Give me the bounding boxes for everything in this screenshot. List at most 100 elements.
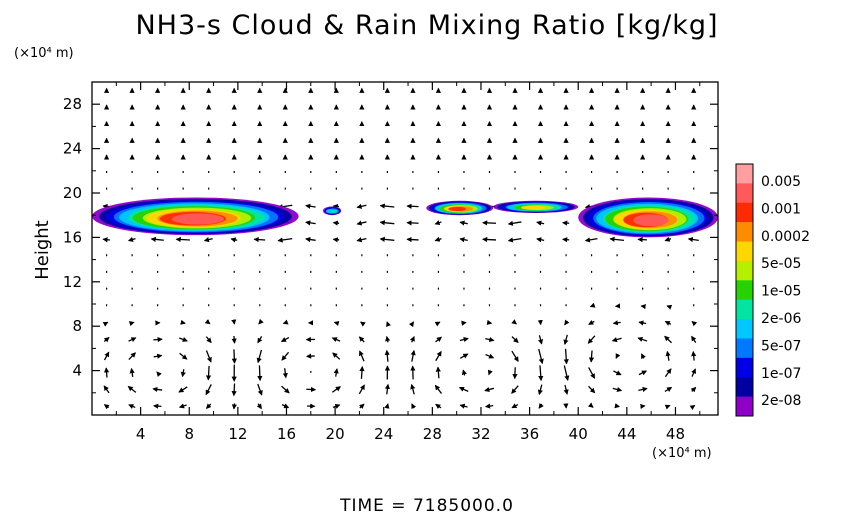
y-tick-label-16: 16 bbox=[63, 228, 82, 246]
wind-vector-261 bbox=[435, 403, 442, 409]
wind-vector-284 bbox=[459, 353, 469, 359]
wind-vector-402 bbox=[612, 386, 623, 393]
wind-vector-344 bbox=[538, 348, 544, 365]
y-axis-label: Height bbox=[32, 220, 53, 280]
wind-vector-262 bbox=[434, 384, 442, 394]
wind-vector-224 bbox=[384, 349, 390, 362]
colorbar-frame bbox=[735, 163, 754, 417]
wind-vector-205 bbox=[358, 336, 365, 343]
wind-vector-21 bbox=[128, 404, 136, 409]
wind-vector-265 bbox=[435, 336, 443, 343]
colorbar-swatch-5 bbox=[736, 241, 753, 262]
cloud-region-2-level-7 bbox=[331, 209, 338, 214]
wind-vector-471 bbox=[687, 236, 699, 243]
y-tick-label-28: 28 bbox=[63, 95, 82, 113]
wind-vector-443 bbox=[664, 368, 672, 378]
wind-vector-451 bbox=[664, 236, 672, 242]
wind-vector-142 bbox=[281, 385, 290, 394]
plot-frame bbox=[91, 81, 719, 416]
wind-vector-246 bbox=[408, 321, 415, 328]
colorbar-label-3: 0.0002 bbox=[761, 229, 810, 245]
wind-vector-65 bbox=[179, 337, 188, 342]
wind-vector-465 bbox=[691, 335, 697, 343]
cloud-region-5-level-1 bbox=[633, 214, 669, 227]
x-tick-label-44: 44 bbox=[617, 425, 636, 443]
wind-vector-343 bbox=[538, 365, 544, 382]
wind-vector-111 bbox=[230, 237, 238, 243]
wind-vector-321 bbox=[511, 403, 519, 409]
wind-vector-4 bbox=[103, 351, 110, 361]
wind-vector-406 bbox=[612, 320, 621, 326]
wind-vector-461 bbox=[689, 404, 696, 411]
y-tick-label-20: 20 bbox=[63, 184, 82, 202]
wind-vector-241 bbox=[411, 403, 417, 410]
wind-vector-145 bbox=[280, 336, 290, 343]
wind-vector-245 bbox=[409, 335, 415, 343]
wind-vector-341 bbox=[538, 403, 544, 409]
wind-vector-332 bbox=[507, 220, 522, 226]
wind-vector-193 bbox=[332, 203, 340, 210]
wind-vector-183 bbox=[333, 368, 339, 377]
wind-vector-71 bbox=[175, 236, 190, 243]
y-tick-label-12: 12 bbox=[63, 273, 82, 291]
wind-vector-81 bbox=[205, 403, 212, 409]
wind-vector-204 bbox=[359, 350, 365, 362]
wind-vector-263 bbox=[435, 366, 441, 379]
wind-vector-201 bbox=[358, 403, 365, 410]
colorbar-label-2: 0.001 bbox=[761, 201, 801, 217]
wind-vector-123 bbox=[257, 365, 263, 382]
wind-vector-126 bbox=[258, 318, 264, 325]
wind-vector-463 bbox=[691, 368, 696, 377]
wind-vector-43 bbox=[156, 371, 162, 377]
wind-vector-446 bbox=[664, 320, 672, 326]
colorbar-label-6: 2e-06 bbox=[761, 311, 801, 327]
wind-vector-281 bbox=[459, 403, 468, 409]
x-tick-label-40: 40 bbox=[569, 425, 588, 443]
wind-vector-221 bbox=[384, 403, 390, 409]
wind-vector-283 bbox=[461, 369, 467, 376]
wind-vector-91 bbox=[203, 237, 213, 243]
wind-vector-362 bbox=[563, 384, 569, 395]
wind-vector-192 bbox=[332, 220, 340, 226]
colorbar-swatch-7 bbox=[736, 280, 753, 300]
wind-vector-462 bbox=[690, 386, 697, 393]
wind-vector-325 bbox=[511, 336, 519, 344]
wind-vector-172 bbox=[305, 220, 316, 226]
wind-vector-326 bbox=[511, 319, 517, 325]
y-tick-label-8: 8 bbox=[72, 317, 82, 335]
wind-vector-124 bbox=[256, 349, 263, 364]
wind-vector-401 bbox=[614, 403, 621, 409]
wind-vector-26 bbox=[128, 321, 135, 327]
wind-vector-85 bbox=[205, 336, 212, 344]
wind-vector-86 bbox=[204, 319, 211, 325]
colorbar-swatch-3 bbox=[736, 202, 753, 223]
wind-vector-372 bbox=[562, 220, 570, 226]
wind-vector-266 bbox=[434, 321, 441, 327]
wind-vector-411 bbox=[609, 236, 625, 242]
wind-vector-211 bbox=[356, 237, 367, 243]
wind-vector-363 bbox=[563, 365, 570, 381]
wind-vector-403 bbox=[613, 370, 622, 376]
wind-vector-424 bbox=[641, 353, 646, 360]
colorbar-label-7: 5e-07 bbox=[761, 338, 801, 354]
wind-vector-244 bbox=[410, 349, 416, 362]
wind-vector-23 bbox=[129, 367, 135, 377]
wind-vector-251 bbox=[406, 236, 419, 243]
wind-vector-252 bbox=[406, 220, 419, 226]
cloud-region-4-level-4 bbox=[521, 205, 546, 210]
y-tick-label-4: 4 bbox=[72, 362, 82, 380]
wind-vector-212 bbox=[356, 220, 367, 226]
cloud-region-3-level-2 bbox=[448, 206, 466, 212]
wind-vector-426 bbox=[638, 320, 647, 326]
colorbar-label-1: 0.005 bbox=[761, 174, 801, 190]
colorbar-label-5: 1e-05 bbox=[761, 284, 801, 300]
wind-vector-425 bbox=[637, 336, 648, 342]
x-tick-label-24: 24 bbox=[374, 425, 393, 443]
colorbar-label-9: 2e-08 bbox=[761, 393, 801, 409]
wind-vector-182 bbox=[331, 386, 341, 393]
colorbar-swatch-2 bbox=[736, 183, 753, 204]
wind-vector-371 bbox=[562, 237, 570, 243]
wind-vector-151 bbox=[277, 237, 293, 243]
y-axis-ticks: 4 8 12 16 20 24 28 bbox=[63, 95, 718, 394]
wind-vector-365 bbox=[563, 334, 569, 346]
